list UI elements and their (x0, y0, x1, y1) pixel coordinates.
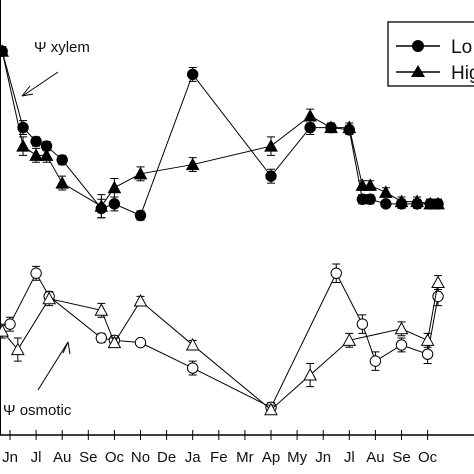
xylem-label: Ψ xylem (34, 39, 90, 56)
legend-label-hig: Hig (451, 63, 474, 84)
x-tick-label: Ja (185, 449, 202, 466)
x-tick-label: Mr (236, 449, 254, 466)
data-point (10, 342, 25, 356)
data-point (42, 291, 56, 305)
data-point (342, 333, 357, 346)
data-point (395, 339, 408, 351)
data-point (185, 337, 200, 351)
filled-circle-icon (412, 40, 424, 52)
series-line (0, 272, 439, 409)
x-tick-label: Fe (210, 449, 228, 466)
data-point (133, 293, 148, 307)
x-tick-label: De (157, 449, 176, 466)
series-2 (0, 263, 444, 414)
data-point (133, 166, 148, 180)
data-point (364, 193, 376, 205)
data-point (324, 120, 338, 134)
x-tick-label: Se (392, 449, 410, 466)
data-point (95, 332, 108, 344)
series-layer (0, 44, 445, 416)
data-point (108, 198, 121, 210)
data-point (304, 121, 316, 134)
data-point (55, 176, 70, 189)
osmotic-annotation: Ψ osmotic (3, 341, 72, 419)
x-tick-label: Se (79, 449, 97, 466)
data-point (369, 355, 382, 367)
series-0 (0, 45, 444, 222)
data-point (303, 367, 317, 381)
data-point (56, 154, 68, 166)
data-point (134, 209, 147, 222)
data-point (0, 324, 10, 337)
legend-entry-hig: Hig (396, 63, 474, 84)
series-line (1, 282, 439, 411)
data-point (39, 148, 54, 161)
xylem-annotation: Ψ xylem (21, 39, 90, 97)
data-point (421, 348, 434, 360)
data-point (29, 148, 43, 161)
data-point (185, 157, 200, 171)
x-tick-label: No (131, 449, 150, 466)
x-tick-label: Ap (262, 449, 280, 466)
x-tick-label: Au (53, 449, 71, 466)
data-point (30, 135, 42, 148)
data-point (303, 108, 317, 122)
data-point (380, 198, 392, 210)
data-point (356, 318, 369, 330)
osmotic-arrow-shaft (37, 341, 69, 391)
osmotic-arrow-head-icon (62, 341, 71, 355)
data-point (265, 170, 277, 182)
data-point (264, 139, 278, 152)
x-tick-label: Jn (2, 449, 18, 466)
x-tick-label: Au (366, 449, 384, 466)
data-point (264, 402, 278, 416)
xylem-arrow-shaft (23, 71, 59, 96)
data-point (330, 267, 342, 279)
data-point (363, 178, 378, 191)
legend-entry-lo: Lo (396, 37, 472, 58)
x-tick-label: Jn (315, 449, 331, 466)
data-point (4, 318, 16, 330)
data-point (187, 362, 199, 374)
data-point (107, 180, 122, 194)
data-point (94, 199, 109, 212)
legend: Lo Hig (387, 21, 474, 87)
data-point (378, 185, 393, 198)
x-tick-label: Jl (344, 449, 355, 466)
data-point (17, 121, 29, 134)
data-point (0, 44, 10, 57)
data-point (394, 194, 409, 208)
x-tick-label: Jl (31, 449, 42, 466)
series-3 (0, 275, 445, 416)
series-1 (0, 44, 445, 219)
data-point (420, 333, 435, 346)
data-point (16, 139, 30, 152)
legend-label-lo: Lo (451, 37, 472, 58)
x-tick-label: Oc (105, 449, 125, 466)
data-point (107, 335, 122, 349)
data-point (342, 120, 357, 134)
data-point (431, 196, 445, 210)
legend-box (387, 21, 474, 87)
filled-triangle-icon (411, 65, 425, 77)
osmotic-label: Ψ osmotic (3, 402, 72, 419)
data-point (410, 194, 425, 208)
data-point (94, 303, 109, 316)
data-point (30, 267, 42, 279)
xylem-arrow-head-icon (21, 85, 34, 97)
data-point (187, 68, 199, 81)
x-tick-label: Oc (418, 449, 438, 466)
data-point (394, 321, 409, 335)
x-tick-label: My (287, 449, 307, 466)
x-ticks: Jn Jl Au Se Oc No De Ja Fe Mr Ap My Jn Jl Au Se Oc (2, 430, 438, 466)
data-point (431, 275, 445, 288)
data-point (134, 336, 147, 349)
